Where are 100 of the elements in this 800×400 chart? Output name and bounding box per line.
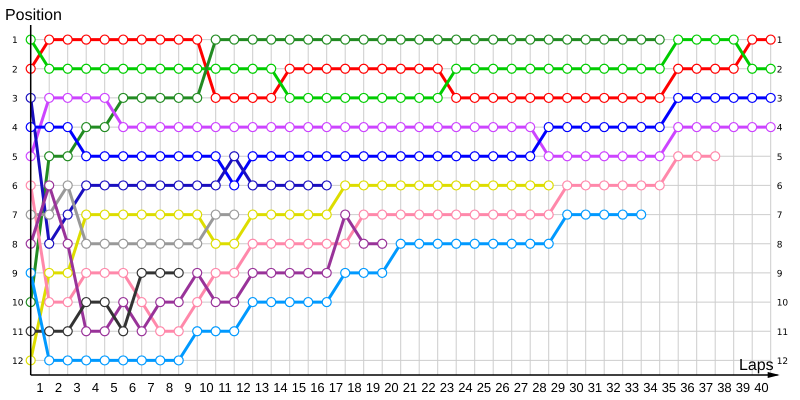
point (562, 122, 572, 132)
point (322, 151, 332, 162)
point (174, 355, 184, 366)
point (414, 64, 424, 74)
point (525, 209, 536, 220)
y2-tick-label: 4 (776, 124, 783, 134)
point (136, 355, 147, 366)
point (396, 64, 406, 74)
point (136, 34, 147, 45)
x-tick-label: 5 (110, 380, 118, 395)
x-tick-label: 32 (606, 380, 621, 395)
point (155, 355, 166, 366)
point (470, 122, 480, 132)
point (377, 151, 388, 162)
point (322, 180, 332, 191)
y2-tick-label: 3 (776, 94, 782, 104)
point (432, 122, 443, 132)
x-tick-label: 31 (588, 380, 602, 395)
x-tick-label: 35 (662, 380, 676, 395)
point (62, 92, 73, 104)
point (44, 355, 54, 366)
point (470, 92, 480, 104)
point (100, 296, 110, 308)
point (118, 268, 128, 278)
x-tick-label: 21 (402, 380, 418, 395)
point (525, 34, 536, 45)
point (136, 151, 147, 162)
point (44, 238, 54, 249)
point (432, 151, 443, 162)
point (654, 92, 665, 104)
point (636, 34, 646, 45)
point (136, 209, 147, 220)
y-tick-label: 3 (12, 94, 18, 104)
point (340, 180, 350, 191)
point (322, 238, 332, 249)
point (618, 209, 628, 220)
point (266, 209, 276, 220)
point (210, 296, 221, 308)
point (303, 64, 314, 74)
point (692, 151, 702, 162)
point (81, 64, 92, 74)
point (118, 296, 128, 308)
x-tick-label: 28 (532, 380, 547, 395)
point (303, 92, 314, 104)
point (118, 326, 128, 336)
x-tick-label: 18 (347, 380, 362, 395)
point (470, 151, 480, 162)
point (580, 151, 591, 162)
point (544, 238, 554, 249)
point (710, 92, 720, 104)
y-tick-label: 4 (12, 124, 18, 134)
point (636, 180, 646, 191)
point (358, 180, 369, 191)
point (322, 92, 332, 104)
point (544, 34, 554, 45)
point (81, 326, 92, 336)
point (284, 92, 295, 104)
point (728, 92, 739, 104)
point (174, 268, 184, 278)
y-axis-title: Position (5, 7, 62, 24)
point (488, 64, 498, 74)
y2-tick-label: 5 (776, 152, 782, 163)
point (62, 355, 73, 366)
point (266, 92, 276, 104)
point (136, 268, 147, 278)
point (618, 151, 628, 162)
point (100, 92, 110, 104)
point (155, 296, 166, 308)
point (525, 180, 536, 191)
point (81, 34, 92, 45)
x-tick-label: 34 (643, 380, 658, 395)
point (62, 64, 73, 74)
point (81, 209, 92, 220)
point (544, 122, 554, 132)
x-tick-label: 23 (440, 380, 454, 395)
point (229, 296, 240, 308)
point (654, 151, 665, 162)
point (340, 238, 350, 249)
point (192, 238, 202, 249)
point (174, 180, 184, 191)
point (248, 122, 258, 132)
point (229, 151, 240, 162)
point (100, 355, 110, 366)
point (340, 268, 350, 278)
point (100, 326, 110, 336)
point (44, 92, 54, 104)
x-tick-label: 8 (166, 380, 174, 395)
point (451, 209, 462, 220)
point (136, 238, 147, 249)
point (580, 209, 591, 220)
point (322, 34, 332, 45)
point (136, 64, 147, 74)
point (174, 151, 184, 162)
y2-tick-label: 12 (776, 356, 788, 367)
y-tick-label: 8 (12, 240, 18, 250)
point (322, 64, 332, 74)
point (562, 180, 572, 191)
point (155, 64, 166, 74)
point (451, 151, 462, 162)
point (210, 209, 221, 220)
